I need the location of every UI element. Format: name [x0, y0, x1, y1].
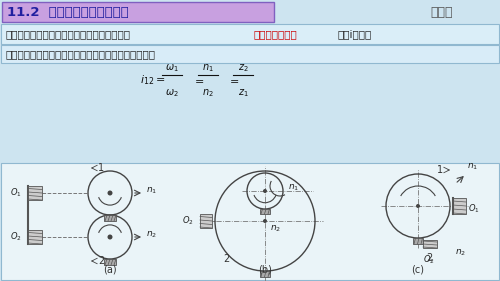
Text: $i_{12}=$: $i_{12}=$ [140, 73, 166, 87]
Text: $n_2$: $n_2$ [455, 248, 466, 259]
Text: $O_2$: $O_2$ [10, 231, 22, 243]
Text: $\omega_2$: $\omega_2$ [165, 87, 179, 99]
Text: $n_2$: $n_2$ [202, 87, 214, 99]
Circle shape [108, 191, 112, 196]
Bar [423, 240, 437, 248]
Text: $=$: $=$ [227, 75, 239, 85]
Text: (c): (c) [412, 265, 424, 275]
Text: 2: 2 [426, 253, 432, 263]
Bar [200, 214, 212, 228]
Circle shape [263, 219, 267, 223]
FancyBboxPatch shape [1, 24, 499, 44]
Circle shape [108, 235, 112, 239]
Text: 11.2  定轴齿轮系传动比计算: 11.2 定轴齿轮系传动比计算 [7, 6, 129, 19]
Text: $n_1$: $n_1$ [146, 186, 157, 196]
Text: (a): (a) [103, 265, 117, 275]
Bar [260, 271, 270, 277]
Text: 始端主动轮与末端从动轮的角速度比值，称为: 始端主动轮与末端从动轮的角速度比值，称为 [5, 29, 130, 39]
Bar [28, 186, 42, 200]
Text: $O_1$: $O_1$ [10, 187, 22, 199]
Text: $n_1$: $n_1$ [288, 183, 299, 193]
Text: $O_2$: $O_2$ [423, 254, 434, 266]
Bar [260, 209, 270, 214]
Text: 一对对齿轮传动的传动比计算及主、从动轮转向关系：: 一对对齿轮传动的传动比计算及主、从动轮转向关系： [5, 49, 155, 59]
Text: 齿轮系的传动比: 齿轮系的传动比 [253, 29, 297, 39]
Text: 2: 2 [98, 256, 104, 266]
Text: 2: 2 [223, 254, 229, 264]
Bar [104, 259, 116, 265]
FancyBboxPatch shape [1, 163, 499, 280]
Circle shape [263, 189, 267, 193]
FancyBboxPatch shape [2, 2, 274, 22]
Text: $O_2$: $O_2$ [182, 215, 194, 227]
Bar [28, 230, 42, 244]
Text: $n_1$: $n_1$ [202, 62, 214, 74]
Text: $n_1$: $n_1$ [467, 162, 478, 172]
Text: $z_1$: $z_1$ [238, 87, 248, 99]
Text: 齿轮系: 齿轮系 [430, 6, 452, 19]
Text: $O_1$: $O_1$ [468, 203, 479, 215]
Text: ，用i表示。: ，用i表示。 [338, 29, 372, 39]
Text: $=$: $=$ [192, 75, 204, 85]
Bar [104, 215, 116, 221]
Bar [413, 238, 423, 244]
Text: $z_2$: $z_2$ [238, 62, 248, 74]
Text: $n_2$: $n_2$ [146, 230, 157, 240]
Bar [453, 198, 466, 214]
Circle shape [416, 204, 420, 208]
Text: $\omega_1$: $\omega_1$ [165, 62, 179, 74]
Text: (b): (b) [258, 265, 272, 275]
Text: 1: 1 [437, 165, 443, 175]
Text: $n_2$: $n_2$ [270, 224, 281, 234]
FancyBboxPatch shape [1, 45, 499, 63]
Text: 1: 1 [98, 163, 104, 173]
